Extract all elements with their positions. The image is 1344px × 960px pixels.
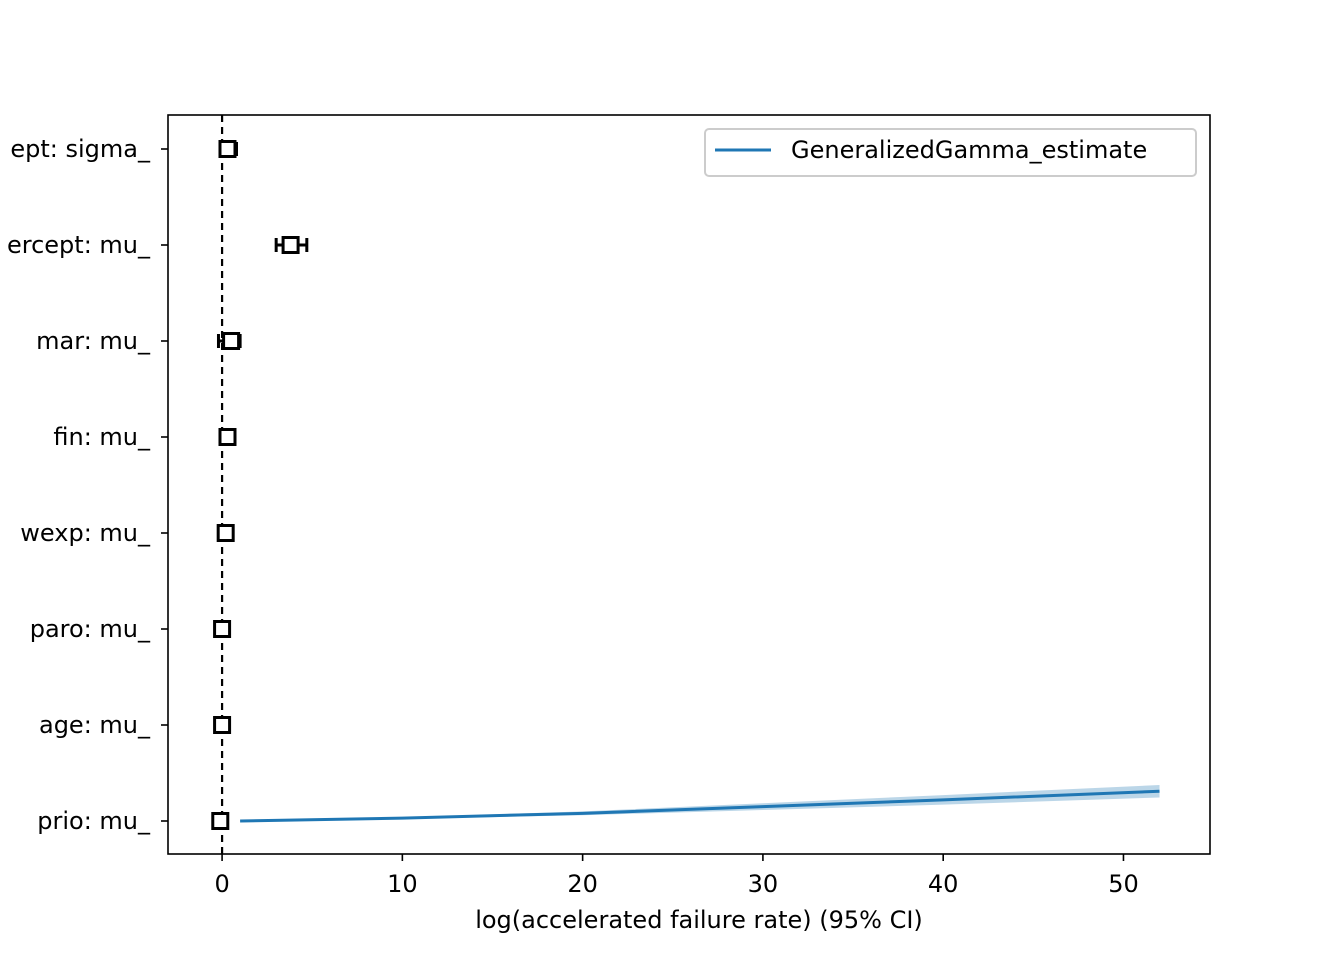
estimate-marker: [281, 236, 300, 254]
legend: GeneralizedGamma_estimate: [704, 128, 1197, 177]
x-tick-label: 40: [928, 870, 959, 898]
x-tick-label: 20: [567, 870, 598, 898]
y-tick-label: wexp: mu_: [20, 519, 151, 547]
y-tick-label: ercept: mu_: [7, 231, 151, 259]
estimate-marker: [213, 716, 232, 734]
y-tick-label: ept: sigma_: [10, 135, 151, 163]
estimate-marker: [218, 140, 237, 158]
x-tick-label: 50: [1108, 870, 1139, 898]
y-tick-label: age: mu_: [39, 711, 151, 739]
y-tick-label: prio: mu_: [37, 807, 151, 835]
confidence-band-0: [240, 785, 1160, 821]
plot-area: ept: sigma_ ercept: mu_ mar: mu_ fin: mu_we…: [7, 114, 1211, 898]
y-tick-label: fin: mu_: [53, 423, 151, 451]
y-tick-label: paro: mu_: [30, 615, 151, 643]
estimate-marker: [216, 524, 235, 542]
legend-label-generalizedgamma: GeneralizedGamma_estimate: [791, 136, 1147, 164]
estimate-marker: [218, 428, 237, 446]
x-tick-label: 30: [748, 870, 779, 898]
legend-box: [704, 128, 1197, 177]
y-tick-label: mar: mu_: [36, 327, 151, 355]
x-tick-label: 10: [387, 870, 418, 898]
x-tick-label: 0: [214, 870, 229, 898]
estimate-marker: [213, 620, 232, 638]
estimate-line-0: [240, 789, 1160, 823]
axes-frame: [167, 114, 1211, 855]
x-axis-label: log(accelerated failure rate) (95% CI): [475, 906, 923, 934]
estimate-marker: [211, 812, 230, 830]
estimate-marker: [222, 332, 241, 350]
